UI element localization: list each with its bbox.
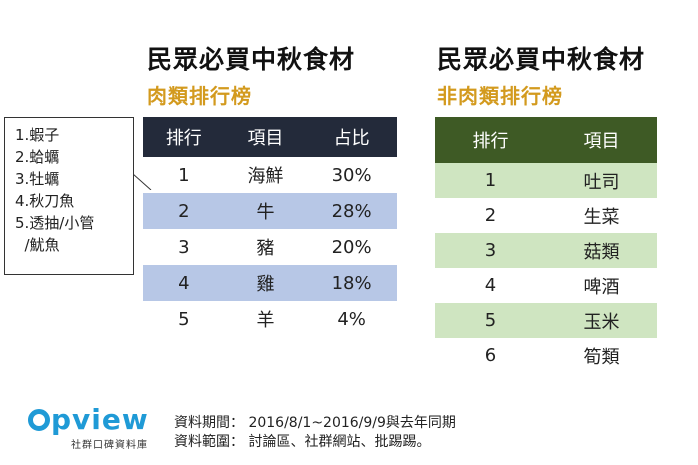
meat-ranking-table: 排行 項目 占比 1 海鮮 30% 2 牛 28% 3 豬 20% 4 雞 18…: [143, 117, 397, 337]
table-row: 1 吐司: [435, 163, 657, 198]
table-header-row: 排行 項目: [435, 117, 657, 163]
note-line: /魷魚: [15, 236, 60, 254]
logo-ring-icon: [28, 409, 50, 431]
rank-cell: 1: [178, 164, 190, 186]
logo-text: pview: [51, 403, 149, 436]
item-cell: 啤酒: [583, 276, 620, 298]
note-line: 4.秋刀魚: [15, 192, 75, 210]
item-cell: 生菜: [583, 206, 620, 228]
rank-cell: 3: [435, 233, 546, 268]
rank-cell: 1: [435, 163, 546, 198]
item-cell: 玉米: [546, 303, 657, 338]
item-cell: 吐司: [546, 163, 657, 198]
rank-cell: 5: [435, 303, 546, 338]
table-row: 5 羊 4%: [143, 301, 397, 337]
item-cell: 筍類: [583, 346, 620, 368]
table-row: 4 雞 18%: [143, 265, 397, 301]
non-meat-ranking-table: 排行 項目 1 吐司 2 生菜 3 菇類 4 啤酒 5 玉米 6 筍類: [435, 117, 657, 373]
logo-subtitle: 社群口碑資料庫: [71, 440, 148, 451]
note-line: 3.牡蠣: [15, 170, 60, 188]
table-row: 3 菇類: [435, 233, 657, 268]
share-cell: 4%: [337, 308, 366, 330]
item-cell: 菇類: [546, 233, 657, 268]
rank-cell: 4: [143, 265, 225, 301]
table-row: 4 啤酒: [435, 268, 657, 303]
header-item: 項目: [546, 117, 657, 163]
data-scope: 資料範圍： 討論區、社群網站、批踢踢。: [174, 434, 431, 450]
right-subtitle: 非肉類排行榜: [437, 84, 563, 108]
seafood-note-box: 1.蝦子 2.蛤蠣 3.牡蠣 4.秋刀魚 5.透抽/小管 /魷魚: [4, 117, 134, 275]
table-header-row: 排行 項目 占比: [143, 117, 397, 157]
note-line: 2.蛤蠣: [15, 148, 60, 166]
note-line: 1.蝦子: [15, 126, 60, 144]
opview-logo: pview: [28, 403, 149, 436]
rank-cell: 4: [484, 275, 497, 296]
table-row: 5 玉米: [435, 303, 657, 338]
item-cell: 羊: [256, 310, 275, 331]
table-row: 2 牛 28%: [143, 193, 397, 229]
table-row: 3 豬 20%: [143, 229, 397, 265]
header-rank: 排行: [143, 117, 225, 157]
right-title: 民眾必買中秋食材: [437, 45, 646, 74]
table-row: 1 海鮮 30%: [143, 157, 397, 193]
rank-cell: 2: [484, 205, 497, 226]
item-cell: 海鮮: [247, 166, 284, 187]
share-cell: 30%: [331, 164, 372, 186]
item-cell: 豬: [256, 238, 275, 259]
share-cell: 20%: [331, 236, 372, 258]
header-rank: 排行: [435, 117, 546, 163]
share-cell: 28%: [306, 193, 397, 229]
note-line: 5.透抽/小管: [15, 214, 95, 232]
rank-cell: 3: [178, 236, 190, 258]
rank-cell: 2: [143, 193, 225, 229]
share-cell: 18%: [306, 265, 397, 301]
left-subtitle: 肉類排行榜: [147, 84, 252, 108]
item-cell: 雞: [224, 265, 307, 301]
item-cell: 牛: [224, 193, 307, 229]
note-connector-line: [133, 173, 152, 190]
table-row: 6 筍類: [435, 338, 657, 373]
header-share: 占比: [306, 117, 397, 157]
table-row: 2 生菜: [435, 198, 657, 233]
rank-cell: 5: [178, 308, 190, 330]
header-item: 項目: [224, 117, 307, 157]
left-title: 民眾必買中秋食材: [147, 45, 356, 74]
data-period: 資料期間： 2016/8/1~2016/9/9與去年同期: [174, 415, 456, 431]
rank-cell: 6: [484, 345, 497, 366]
